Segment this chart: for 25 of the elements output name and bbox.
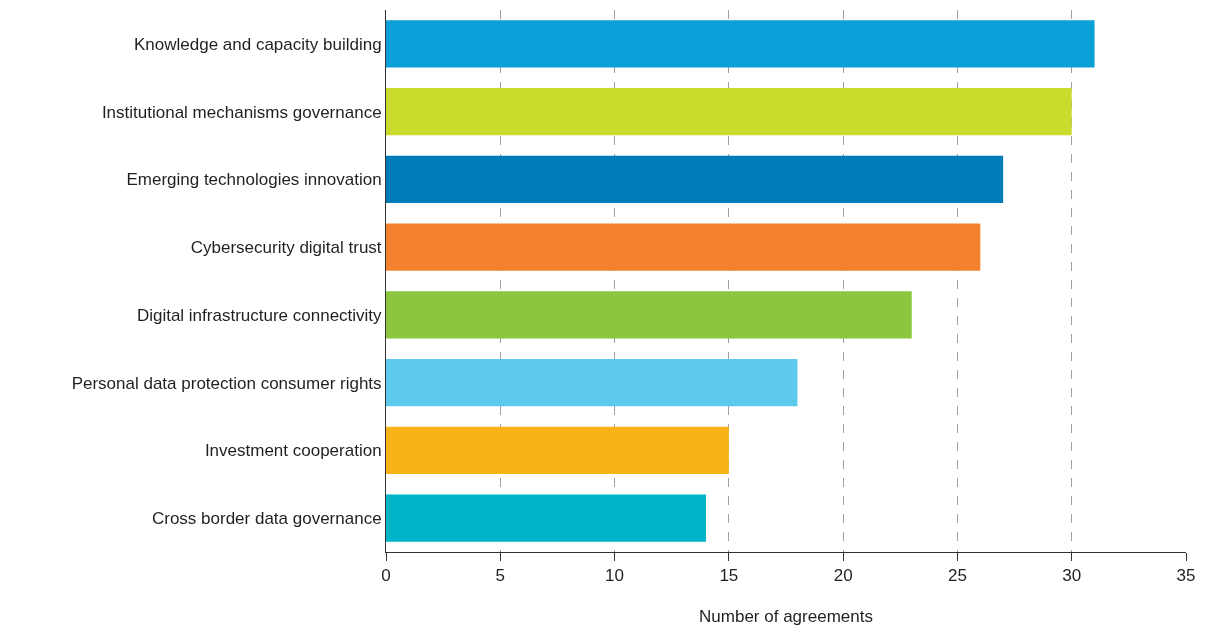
x-tick-label: 5: [495, 566, 506, 586]
bar: [386, 223, 981, 271]
x-tick-label: 20: [833, 566, 853, 586]
x-tick-label: 30: [1062, 566, 1082, 586]
x-tick-label: 35: [1176, 566, 1196, 586]
bar: [386, 291, 912, 339]
x-tick-label: 25: [947, 566, 967, 586]
bar: [386, 155, 1004, 204]
bar: [386, 494, 706, 542]
y-tick-label: Personal data protection consumer rights: [71, 373, 382, 393]
bar: [386, 426, 729, 475]
y-tick-label: Investment cooperation: [204, 441, 382, 461]
x-tick-label: 0: [381, 566, 391, 586]
bar: [386, 358, 798, 407]
x-tick-label: 10: [605, 566, 625, 586]
y-tick-label: Emerging technologies innovation: [126, 170, 382, 190]
y-tick-label: Cybersecurity digital trust: [190, 238, 382, 258]
bar: [386, 20, 1095, 68]
bar: [386, 87, 1072, 136]
x-axis-title: Number of agreements: [699, 606, 873, 626]
x-tick-label: 15: [719, 566, 739, 586]
y-tick-label: Institutional mechanisms governance: [101, 102, 382, 122]
y-tick-label: Knowledge and capacity building: [133, 34, 382, 54]
y-tick-label: Cross border data governance: [151, 509, 382, 529]
y-tick-label: Digital infrastructure connectivity: [136, 305, 383, 325]
